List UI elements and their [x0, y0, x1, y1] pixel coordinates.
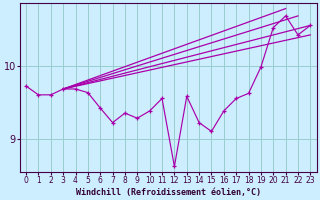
X-axis label: Windchill (Refroidissement éolien,°C): Windchill (Refroidissement éolien,°C)	[76, 188, 261, 197]
